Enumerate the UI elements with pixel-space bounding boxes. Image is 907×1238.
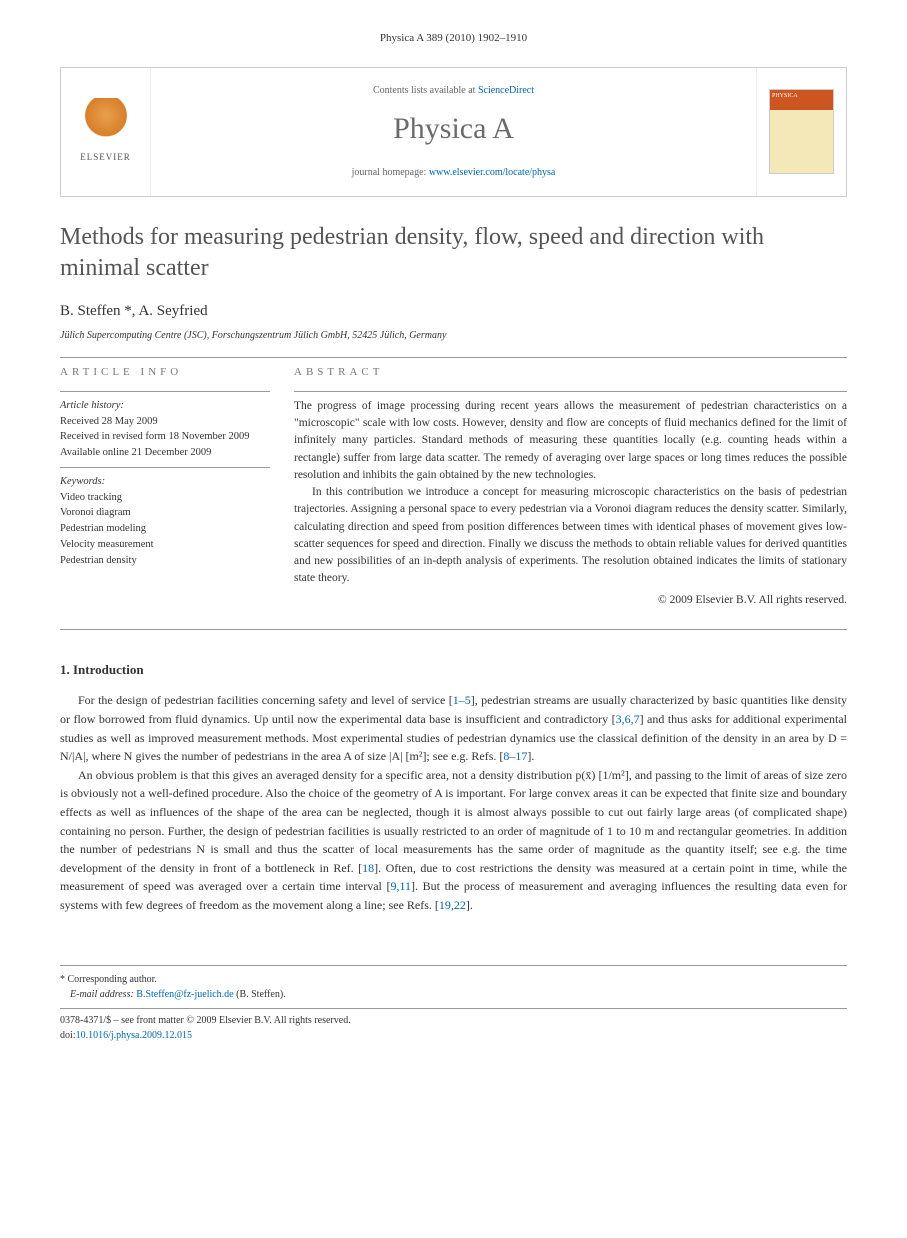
masthead-center: Contents lists available at ScienceDirec… <box>151 68 756 196</box>
abstract-text: The progress of image processing during … <box>294 398 847 609</box>
info-label: ARTICLE INFO <box>60 364 270 381</box>
keywords-heading: Keywords: <box>60 474 270 490</box>
ref-link[interactable]: 19,22 <box>439 898 466 912</box>
email-line: E-mail address: B.Steffen@fz-juelich.de … <box>60 987 847 1002</box>
homepage-prefix: journal homepage: <box>352 167 429 178</box>
history-heading: Article history: <box>60 398 270 414</box>
cover-thumb-cell: PHYSICA <box>756 68 846 196</box>
abstract-col: ABSTRACT The progress of image processin… <box>294 364 847 609</box>
contents-prefix: Contents lists available at <box>373 85 478 96</box>
corresponding-author: * Corresponding author. <box>60 972 847 987</box>
cover-label: PHYSICA <box>770 90 833 110</box>
journal-name: Physica A <box>393 106 514 151</box>
contents-line: Contents lists available at ScienceDirec… <box>373 83 534 98</box>
keyword: Pedestrian density <box>60 553 270 569</box>
intro-p1: For the design of pedestrian facilities … <box>60 691 847 765</box>
affiliation: Jülich Supercomputing Centre (JSC), Fors… <box>60 328 847 343</box>
doi-line: doi:10.1016/j.physa.2009.12.015 <box>60 1028 847 1043</box>
abstract-p2: In this contribution we introduce a conc… <box>294 484 847 588</box>
revised-date: Received in revised form 18 November 200… <box>60 429 270 445</box>
info-divider-1 <box>60 391 270 392</box>
info-divider-2 <box>60 467 270 468</box>
email-label: E-mail address: <box>70 989 136 1000</box>
divider-mid <box>60 629 847 630</box>
ref-link[interactable]: 1–5 <box>453 693 471 707</box>
received-date: Received 28 May 2009 <box>60 414 270 430</box>
keywords-block: Keywords: Video tracking Voronoi diagram… <box>60 474 270 569</box>
article-info-col: ARTICLE INFO Article history: Received 2… <box>60 364 270 609</box>
authors: B. Steffen *, A. Seyfried <box>60 300 847 323</box>
keyword: Pedestrian modeling <box>60 521 270 537</box>
footer-rule: 0378-4371/$ – see front matter © 2009 El… <box>60 1008 847 1043</box>
issn-line: 0378-4371/$ – see front matter © 2009 El… <box>60 1013 847 1028</box>
abstract-p1: The progress of image processing during … <box>294 398 847 484</box>
intro-heading: 1. Introduction <box>60 660 847 680</box>
publisher-logo-cell: ELSEVIER <box>61 68 151 196</box>
doi-link[interactable]: 10.1016/j.physa.2009.12.015 <box>76 1030 192 1041</box>
keyword: Velocity measurement <box>60 537 270 553</box>
elsevier-tree-icon <box>81 98 131 148</box>
text: For the design of pedestrian facilities … <box>78 693 453 707</box>
running-head: Physica A 389 (2010) 1902–1910 <box>60 30 847 47</box>
homepage-line: journal homepage: www.elsevier.com/locat… <box>352 165 556 180</box>
masthead: ELSEVIER Contents lists available at Sci… <box>60 67 847 197</box>
publisher-name: ELSEVIER <box>80 151 131 165</box>
online-date: Available online 21 December 2009 <box>60 445 270 461</box>
abstract-divider <box>294 391 847 392</box>
text: ]. <box>527 749 534 763</box>
divider-top <box>60 357 847 358</box>
ref-link[interactable]: 9,11 <box>390 879 411 893</box>
footer: * Corresponding author. E-mail address: … <box>60 965 847 1043</box>
article-title: Methods for measuring pedestrian density… <box>60 222 847 284</box>
introduction-section: 1. Introduction For the design of pedest… <box>60 660 847 915</box>
ref-link[interactable]: 18 <box>362 861 374 875</box>
intro-p2: An obvious problem is that this gives an… <box>60 766 847 915</box>
text: An obvious problem is that this gives an… <box>60 768 847 875</box>
email-suffix: (B. Steffen). <box>234 989 286 1000</box>
info-abstract-row: ARTICLE INFO Article history: Received 2… <box>60 364 847 609</box>
doi-label: doi: <box>60 1030 76 1041</box>
email-link[interactable]: B.Steffen@fz-juelich.de <box>136 989 233 1000</box>
sciencedirect-link[interactable]: ScienceDirect <box>478 85 534 96</box>
journal-cover-icon: PHYSICA <box>769 89 834 174</box>
abstract-label: ABSTRACT <box>294 364 847 381</box>
ref-link[interactable]: 8–17 <box>503 749 527 763</box>
elsevier-logo: ELSEVIER <box>76 97 136 167</box>
keyword: Voronoi diagram <box>60 505 270 521</box>
keyword: Video tracking <box>60 490 270 506</box>
ref-link[interactable]: 3,6,7 <box>616 712 640 726</box>
article-history: Article history: Received 28 May 2009 Re… <box>60 398 270 461</box>
homepage-link[interactable]: www.elsevier.com/locate/physa <box>429 167 556 178</box>
text: ]. <box>466 898 473 912</box>
abstract-copyright: © 2009 Elsevier B.V. All rights reserved… <box>294 592 847 609</box>
